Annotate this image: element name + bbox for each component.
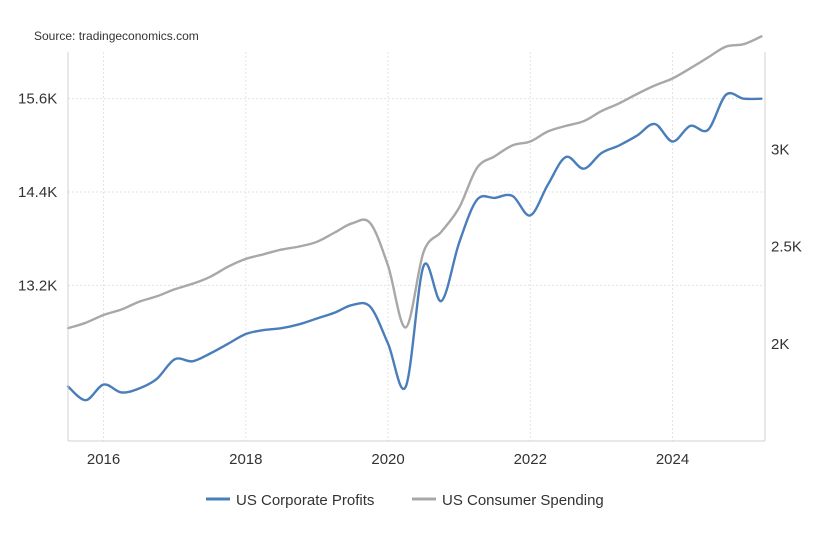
- left-tick-label-13.2K: 13.2K: [18, 277, 57, 294]
- x-tick-label-2020: 2020: [371, 451, 404, 468]
- x-tick-label-2016: 2016: [87, 451, 120, 468]
- series-line-corporate-profits: [66, 91, 763, 402]
- right-axis-ticks: 2K 2.5K 3K: [771, 141, 802, 353]
- legend-label-corporate-profits: US Corporate Profits: [236, 492, 374, 509]
- gridlines: [68, 52, 765, 441]
- x-tick-label-2018: 2018: [229, 451, 262, 468]
- right-tick-label-2K: 2K: [771, 336, 789, 353]
- axis-lines: [67, 52, 766, 442]
- x-axis-ticks: 2016 2018 2020 2022 2024: [87, 451, 689, 468]
- legend-label-consumer-spending: US Consumer Spending: [442, 492, 604, 509]
- right-tick-label-3K: 3K: [771, 141, 789, 158]
- source-label: Source: tradingeconomics.com: [34, 29, 199, 43]
- series-lines: [66, 35, 763, 402]
- legend-item-corporate-profits[interactable]: US Corporate Profits: [206, 492, 374, 509]
- x-tick-label-2024: 2024: [656, 451, 689, 468]
- legend: US Corporate Profits US Consumer Spendin…: [206, 492, 604, 509]
- right-tick-label-2.5K: 2.5K: [771, 239, 802, 256]
- legend-item-consumer-spending[interactable]: US Consumer Spending: [412, 492, 604, 509]
- left-tick-label-15.6K: 15.6K: [18, 91, 57, 108]
- series-line-consumer-spending: [66, 35, 763, 330]
- left-axis-ticks: 13.2K 14.4K 15.6K: [18, 91, 57, 295]
- left-tick-label-14.4K: 14.4K: [18, 184, 57, 201]
- x-tick-label-2022: 2022: [514, 451, 547, 468]
